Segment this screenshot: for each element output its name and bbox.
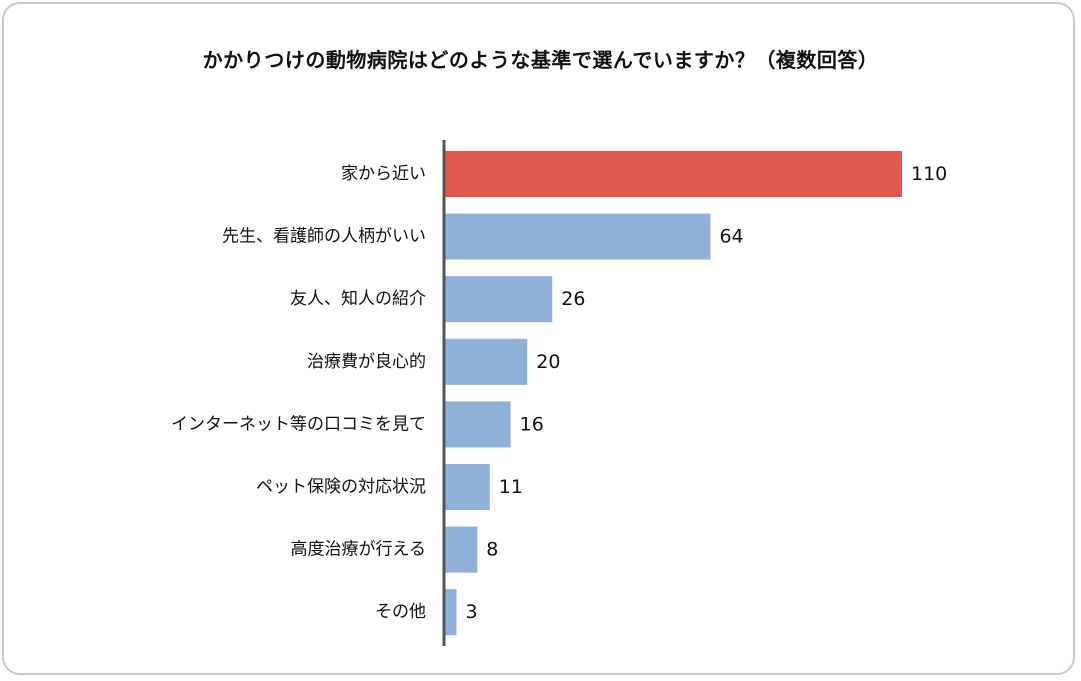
bar-3 xyxy=(444,276,553,323)
bar-1 xyxy=(444,151,902,197)
chart-title: かかりつけの動物病院はどのような基準で選んでいますか？（複数回答） xyxy=(202,48,879,72)
value-label: 26 xyxy=(561,288,585,310)
category-label: 先生、看護師の人柄がいい xyxy=(222,227,426,247)
value-label: 64 xyxy=(719,226,743,248)
bar-5 xyxy=(444,401,511,448)
bar-2 xyxy=(444,213,711,260)
category-labels: 家から近い先生、看護師の人柄がいい友人、知人の紹介治療費が良心的インターネット等… xyxy=(171,164,426,622)
bars-layer xyxy=(444,151,902,636)
category-label: その他 xyxy=(375,602,426,622)
category-label: 友人、知人の紹介 xyxy=(290,289,426,309)
category-label: インターネット等の口コミを見て xyxy=(171,414,426,434)
value-label: 11 xyxy=(499,476,523,498)
value-label: 16 xyxy=(520,413,544,435)
value-labels: 110 64 26 20 16 11 8 3 xyxy=(465,163,947,623)
category-label: 高度治療が行える xyxy=(291,540,427,560)
bar-8 xyxy=(444,589,457,636)
category-label: ペット保険の対応状況 xyxy=(256,477,426,497)
bar-4 xyxy=(444,338,528,385)
bar-7 xyxy=(444,526,478,573)
category-label: 家から近い xyxy=(341,164,426,184)
value-label: 110 xyxy=(911,163,947,185)
category-label: 治療費が良心的 xyxy=(307,352,426,372)
value-label: 20 xyxy=(536,351,560,373)
value-label: 3 xyxy=(465,601,477,623)
bar-6 xyxy=(444,464,490,510)
value-label: 8 xyxy=(486,539,498,561)
